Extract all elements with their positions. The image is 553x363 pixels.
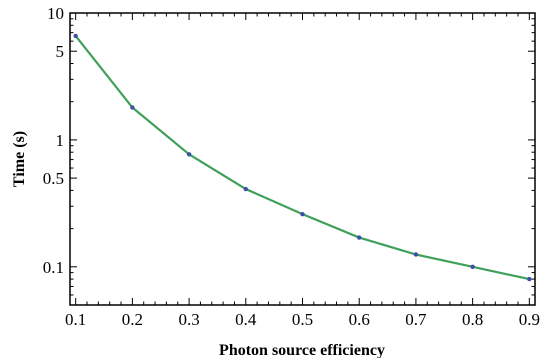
data-point xyxy=(186,152,192,157)
x-tick-label: 0.5 xyxy=(292,310,313,329)
data-point xyxy=(470,264,475,269)
data-point xyxy=(243,186,248,192)
x-tick-label: 0.3 xyxy=(178,310,199,329)
data-point xyxy=(413,252,419,257)
plot-frame xyxy=(69,12,536,306)
minor-ticks xyxy=(70,13,535,306)
y-tick-label: 5 xyxy=(56,42,65,61)
tick-labels: 0.1 0.2 0.3 0.4 0.5 0.6 0.7 0.8 0.9 0.1 0.5 1 5 10 xyxy=(43,4,540,329)
x-axis-title: Photon source efficiency xyxy=(219,342,385,358)
data-point xyxy=(73,33,78,39)
data-point xyxy=(527,276,532,282)
y-tick-label: 10 xyxy=(47,4,64,23)
y-tick-label: 0.1 xyxy=(43,258,64,277)
y-axis-title: Time (s) xyxy=(11,131,28,187)
data-point xyxy=(300,211,305,217)
data-point xyxy=(130,105,135,110)
major-ticks xyxy=(70,12,535,305)
x-tick-label: 0.8 xyxy=(462,310,483,329)
series-layer xyxy=(73,33,532,282)
x-tick-label: 0.6 xyxy=(349,310,370,329)
series-line xyxy=(74,35,530,281)
x-tick-label: 0.4 xyxy=(235,310,257,329)
x-tick-label: 0.2 xyxy=(122,310,143,329)
y-tick-label: 1 xyxy=(56,131,65,150)
x-tick-label: 0.1 xyxy=(65,310,86,329)
data-point xyxy=(357,235,362,240)
x-tick-label: 0.7 xyxy=(405,310,427,329)
y-tick-label: 0.5 xyxy=(43,169,64,188)
x-tick-label: 0.9 xyxy=(519,310,540,329)
